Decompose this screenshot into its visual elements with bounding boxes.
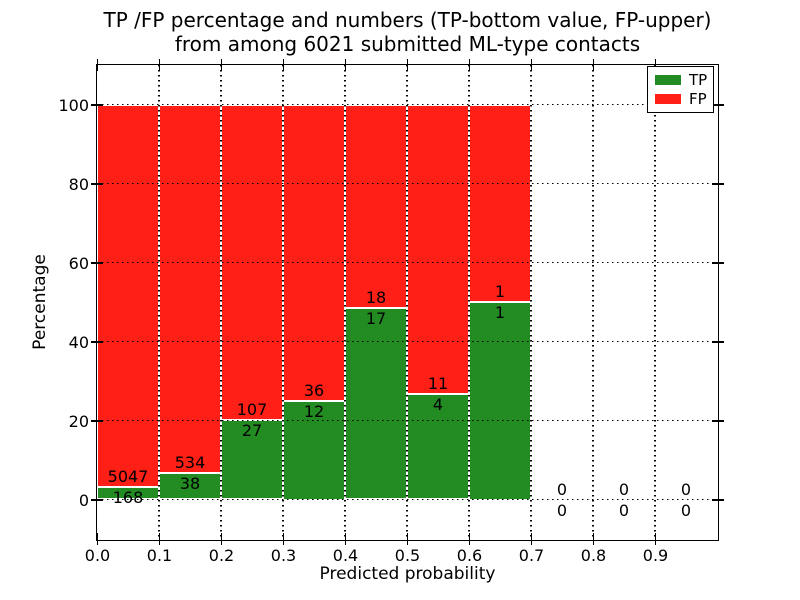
x-tick-mark (406, 533, 409, 546)
fp-count-label: 534 (174, 453, 206, 473)
fp-count-label: 5047 (107, 466, 149, 486)
y-tick-label: 40 (68, 332, 89, 352)
y-tick-label: 0 (78, 490, 89, 510)
gridline-vertical (158, 65, 160, 540)
tp-count-label: 17 (365, 308, 387, 328)
tp-count-label: 0 (680, 500, 692, 520)
legend: TP FP (647, 66, 714, 113)
plot-area: 5047 168 534 38 107 27 36 12 18 17 11 4 1 1 0 0 0 0 0 0 (96, 64, 719, 541)
chart-title-line2: from among 6021 submitted ML-type contac… (174, 32, 641, 56)
y-tick-mark (90, 183, 103, 185)
legend-label-fp: FP (689, 90, 707, 108)
bar-tp-segment (469, 302, 531, 500)
x-tick-mark (220, 533, 223, 546)
y-tick-label: 100 (58, 95, 89, 115)
tp-count-label: 38 (179, 474, 201, 494)
y-tick-mark (90, 499, 103, 501)
x-tick-mark (592, 533, 595, 546)
x-tick-mark (282, 533, 285, 546)
y-tick-label: 60 (68, 253, 89, 273)
x-tick-mark (468, 58, 471, 71)
bar-fp-segment (97, 104, 159, 487)
legend-label-tp: TP (689, 71, 708, 89)
bar-tp-segment (159, 473, 221, 500)
y-tick-mark (711, 420, 724, 422)
bar-fp-segment (159, 104, 221, 474)
x-tick-mark (592, 58, 595, 71)
fp-count-label: 107 (236, 399, 268, 419)
y-tick-mark (90, 262, 103, 264)
legend-entry-tp: TP (655, 71, 708, 89)
x-tick-mark (530, 58, 533, 71)
fp-count-label: 18 (365, 287, 387, 307)
y-tick-label: 80 (68, 174, 89, 194)
y-tick-mark (711, 499, 724, 501)
x-tick-label: 0.5 (394, 546, 421, 565)
x-tick-mark (530, 533, 533, 546)
y-tick-mark (90, 420, 103, 422)
y-tick-label: 20 (68, 411, 89, 431)
x-tick-mark (654, 58, 657, 71)
x-axis-label: Predicted probability (319, 564, 496, 584)
x-tick-mark (344, 533, 347, 546)
legend-swatch-tp (655, 75, 681, 85)
fp-count-label: 0 (680, 479, 692, 499)
x-tick-mark (96, 58, 99, 71)
gridline-vertical (654, 65, 656, 540)
tp-count-label: 0 (556, 500, 568, 520)
bar-fp-segment (407, 104, 469, 395)
x-tick-label: 0.8 (580, 546, 607, 565)
x-tick-label: 0.9 (642, 546, 669, 565)
x-tick-mark (220, 58, 223, 71)
gridline-vertical (530, 65, 532, 540)
x-tick-mark (158, 58, 161, 71)
fp-count-label: 0 (618, 479, 630, 499)
y-tick-mark (90, 341, 103, 343)
x-tick-mark (158, 533, 161, 546)
bar-fp-segment (345, 104, 407, 308)
gridline-vertical (220, 65, 222, 540)
fp-count-label: 11 (427, 374, 449, 394)
legend-entry-fp: FP (655, 90, 707, 108)
tp-count-label: 0 (618, 500, 630, 520)
gridline-vertical (406, 65, 408, 540)
tp-count-label: 12 (303, 401, 325, 421)
gridline-vertical (282, 65, 284, 540)
chart-title: TP /FP percentage and numbers (TP-bottom… (97, 8, 718, 56)
gridline-vertical (468, 65, 470, 540)
tp-count-label: 1 (494, 303, 506, 322)
x-tick-label: 0.1 (146, 546, 173, 565)
fp-count-label: 1 (494, 282, 506, 301)
x-tick-mark (654, 533, 657, 546)
fp-count-label: 36 (303, 380, 325, 400)
x-tick-label: 0.7 (518, 546, 545, 565)
tp-count-label: 27 (241, 420, 263, 440)
bar-fp-segment (469, 104, 531, 302)
fp-count-label: 0 (556, 479, 568, 499)
chart-title-line1: TP /FP percentage and numbers (TP-bottom… (103, 8, 712, 32)
bar-fp-segment (283, 104, 345, 401)
tp-count-label: 168 (112, 487, 144, 507)
tp-count-label: 4 (432, 395, 444, 415)
x-tick-label: 0.3 (270, 546, 297, 565)
bar-tp-segment (345, 307, 407, 500)
x-tick-label: 0.2 (208, 546, 235, 565)
x-tick-mark (344, 58, 347, 71)
legend-swatch-fp (655, 94, 681, 104)
y-tick-mark (90, 104, 103, 106)
x-tick-label: 0.0 (84, 546, 111, 565)
y-tick-mark (711, 262, 724, 264)
x-tick-mark (406, 58, 409, 71)
y-tick-mark (711, 183, 724, 185)
x-tick-mark (282, 58, 285, 71)
gridline-vertical (592, 65, 594, 540)
y-tick-mark (711, 341, 724, 343)
x-tick-mark (468, 533, 471, 546)
x-tick-label: 0.4 (332, 546, 359, 565)
x-tick-mark (96, 533, 99, 546)
gridline-vertical (344, 65, 346, 540)
y-tick-mark (711, 104, 724, 106)
x-tick-label: 0.6 (456, 546, 483, 565)
